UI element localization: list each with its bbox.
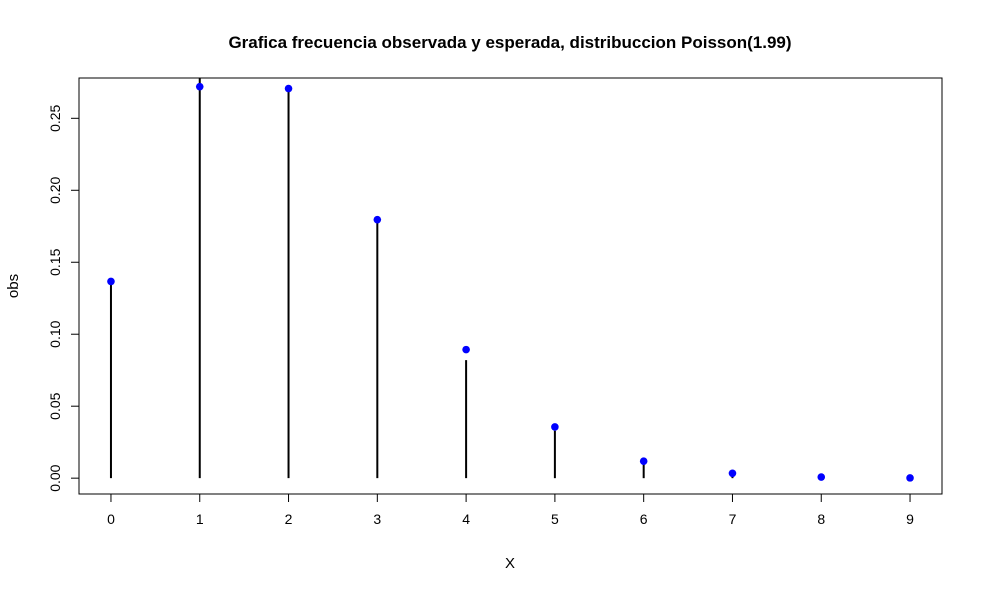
expected-point bbox=[639, 457, 648, 465]
y-tick-label: 0.15 bbox=[47, 248, 63, 275]
x-axis-label: X bbox=[505, 555, 515, 572]
x-tick-label: 8 bbox=[817, 511, 825, 527]
expected-point bbox=[551, 423, 559, 431]
plot-area-frame bbox=[78, 77, 943, 495]
expected-point bbox=[906, 474, 914, 482]
expected-points bbox=[107, 82, 914, 482]
chart-title: Grafica frecuencia observada y esperada,… bbox=[228, 33, 791, 52]
x-tick-label: 6 bbox=[640, 511, 648, 527]
x-tick-label: 5 bbox=[551, 511, 559, 527]
x-tick-label: 0 bbox=[107, 511, 115, 527]
observed-lines bbox=[109, 78, 912, 479]
x-tick-label: 2 bbox=[285, 511, 293, 527]
x-axis: 0 1 2 3 4 5 6 7 8 9 bbox=[107, 493, 914, 527]
y-axis: 0.00 0.05 0.10 0.15 0.20 0.25 bbox=[47, 104, 80, 492]
expected-point bbox=[728, 469, 737, 478]
y-tick-label: 0.10 bbox=[47, 320, 63, 347]
expected-point bbox=[195, 82, 204, 91]
expected-point bbox=[817, 473, 826, 481]
expected-point bbox=[284, 84, 293, 93]
x-tick-label: 1 bbox=[196, 511, 204, 527]
expected-point bbox=[107, 277, 115, 286]
y-tick-label: 0.20 bbox=[47, 176, 63, 203]
x-tick-label: 7 bbox=[729, 511, 737, 527]
y-tick-label: 0.05 bbox=[47, 392, 63, 419]
x-tick-label: 4 bbox=[462, 511, 470, 527]
y-tick-label: 0.25 bbox=[47, 104, 63, 131]
x-tick-label: 9 bbox=[906, 511, 914, 527]
y-tick-label: 0.00 bbox=[47, 464, 63, 491]
y-axis-label: obs bbox=[5, 274, 22, 298]
x-tick-label: 3 bbox=[373, 511, 381, 527]
expected-point bbox=[462, 345, 470, 354]
expected-point bbox=[373, 215, 382, 224]
